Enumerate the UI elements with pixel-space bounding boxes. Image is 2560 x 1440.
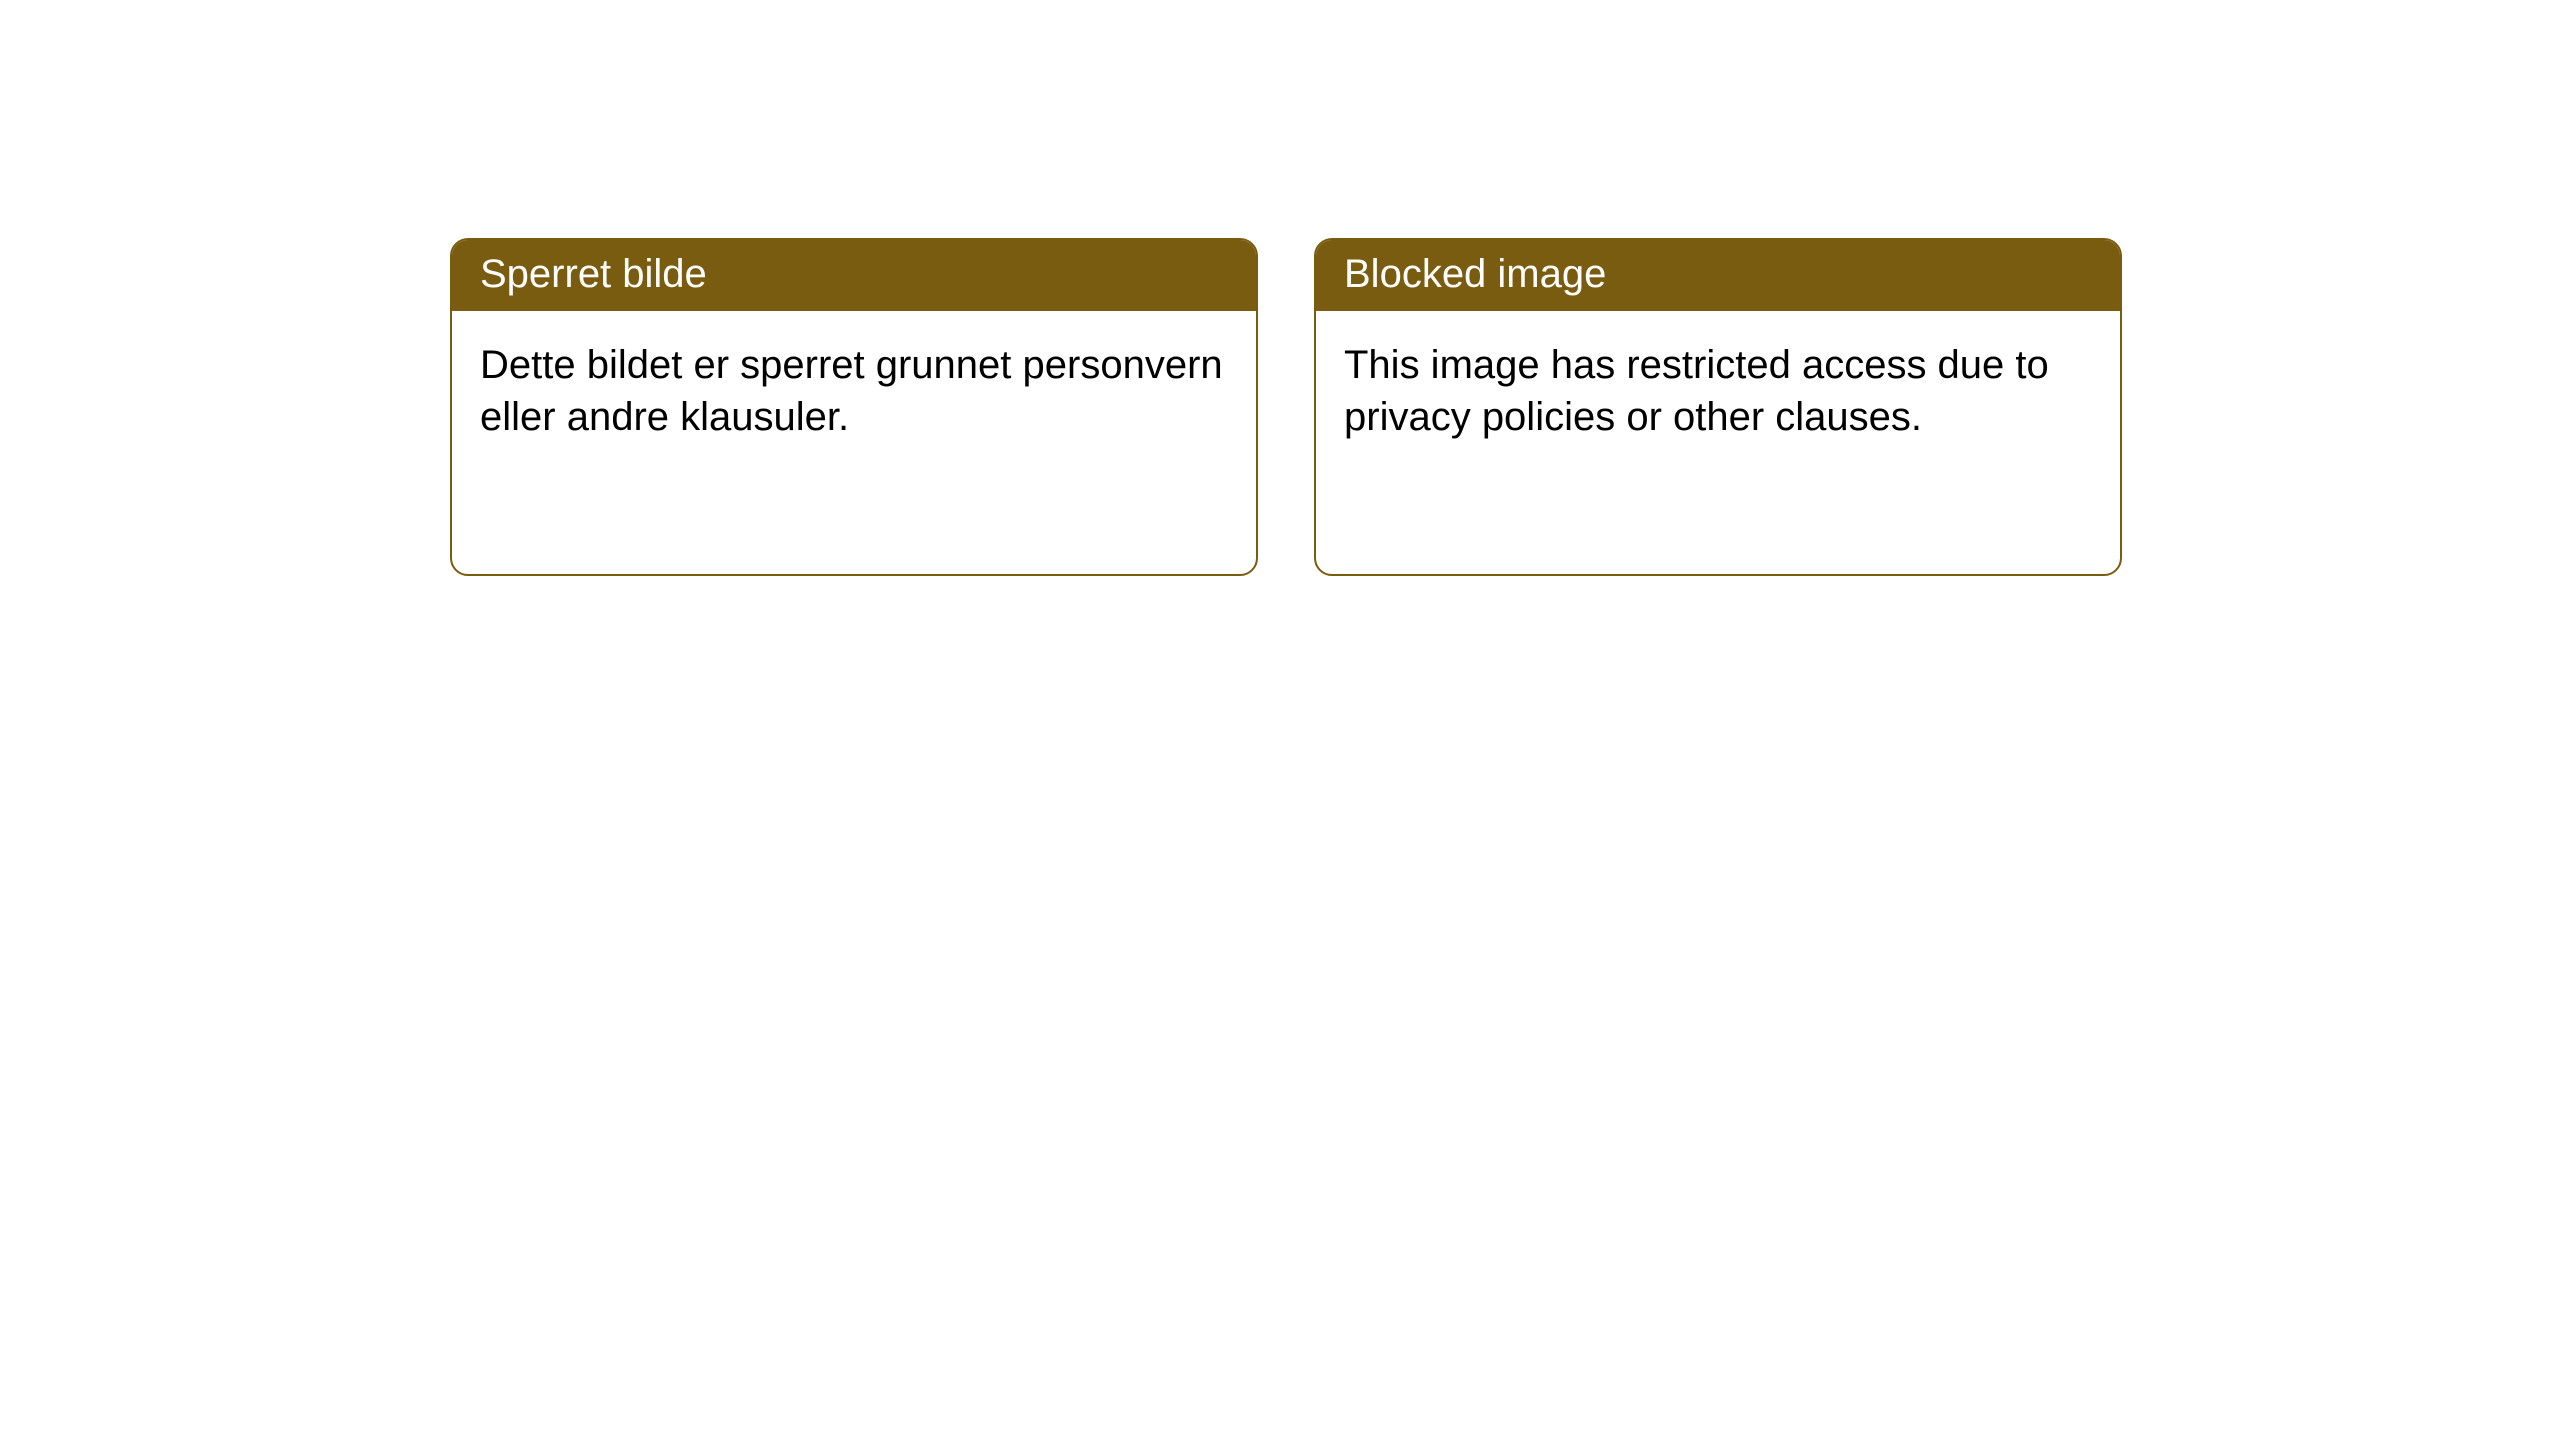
notice-message: This image has restricted access due to … xyxy=(1344,343,2049,439)
notice-header-norwegian: Sperret bilde xyxy=(452,240,1256,311)
notice-title: Sperret bilde xyxy=(480,252,707,296)
notice-cards-container: Sperret bilde Dette bildet er sperret gr… xyxy=(0,0,2560,576)
notice-message: Dette bildet er sperret grunnet personve… xyxy=(480,343,1223,439)
notice-header-english: Blocked image xyxy=(1316,240,2120,311)
notice-title: Blocked image xyxy=(1344,252,1606,296)
notice-card-norwegian: Sperret bilde Dette bildet er sperret gr… xyxy=(450,238,1258,576)
notice-body-norwegian: Dette bildet er sperret grunnet personve… xyxy=(452,311,1256,471)
notice-body-english: This image has restricted access due to … xyxy=(1316,311,2120,471)
notice-card-english: Blocked image This image has restricted … xyxy=(1314,238,2122,576)
